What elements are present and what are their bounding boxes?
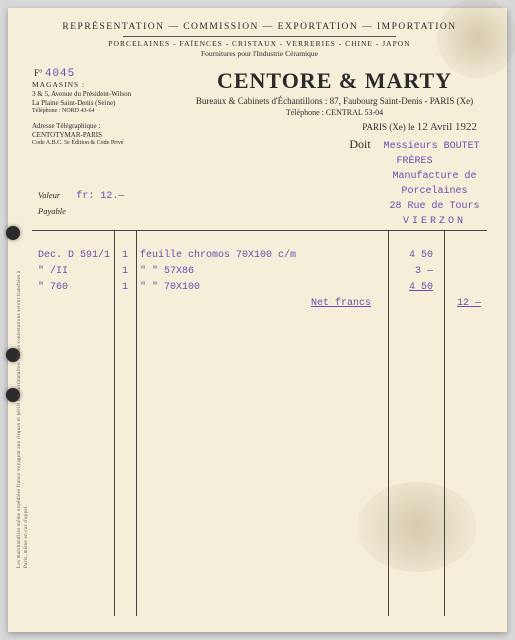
magasins-addr1: 3 & 5, Avenue du Président-Wilson bbox=[32, 90, 182, 99]
folio: F° 4045 bbox=[34, 68, 75, 80]
doit-label: Doit Messieurs BOUTET FRÈRES bbox=[342, 137, 487, 167]
folio-number: 4045 bbox=[45, 68, 75, 80]
company-addr: Bureaux & Cabinets d'Échantillons : 87, … bbox=[182, 96, 487, 106]
client-block: Manufacture de Porcelaines 28 Rue de Tou… bbox=[382, 169, 487, 229]
valeur-value: fr: 12.— bbox=[76, 191, 124, 202]
total-label: Net francs bbox=[311, 298, 371, 309]
stain bbox=[437, 0, 515, 78]
valeur-block: Valeur fr: 12.— Payable bbox=[38, 190, 124, 220]
header-topline: REPRÉSENTATION — COMMISSION — EXPORTATIO… bbox=[32, 22, 487, 32]
cell-qty: 1 bbox=[116, 248, 134, 264]
client-line3: 28 Rue de Tours bbox=[382, 199, 487, 214]
cell-ext bbox=[439, 280, 481, 296]
cell-ref: " 760 bbox=[38, 280, 116, 296]
doit-text: Doit bbox=[349, 137, 370, 151]
cell-ref: Dec. D 591/1 bbox=[38, 248, 116, 264]
magasins-tel: Téléphone : NORD 43-64 bbox=[32, 108, 182, 116]
cell-price: 3 — bbox=[381, 264, 439, 280]
table-row: " 760 1 " " 70X100 4 50 bbox=[38, 280, 481, 296]
right-column: CENTORE & MARTY Bureaux & Cabinets d'Éch… bbox=[182, 66, 487, 229]
cell-desc: " " 57X86 bbox=[134, 264, 381, 280]
client-line1: Messieurs BOUTET FRÈRES bbox=[384, 141, 480, 167]
magasins-title: MAGASINS : bbox=[32, 80, 182, 90]
cell-qty: 1 bbox=[116, 280, 134, 296]
date-prefix: PARIS (Xe) le bbox=[362, 122, 414, 132]
cell-ext bbox=[439, 248, 481, 264]
divider bbox=[123, 36, 396, 37]
cell-ext bbox=[439, 264, 481, 280]
tele-title: Adresse Télégraphique : bbox=[32, 122, 182, 131]
table-row: " /II 1 " " 57X86 3 — bbox=[38, 264, 481, 280]
code-line: Code A.B.C. 5e Édition & Code Privé bbox=[32, 140, 182, 148]
header-subline: PORCELAINES - FAÏENCES - CRISTAUX - VERR… bbox=[32, 39, 487, 48]
magasins-addr2: La Plaine Saint-Denis (Seine) bbox=[32, 99, 182, 108]
table-row: Dec. D 591/1 1 feuille chromos 70X100 c/… bbox=[38, 248, 481, 264]
header-subline2: Fournitures pour l'Industrie Céramique bbox=[32, 49, 487, 58]
valeur-label: Valeur bbox=[38, 190, 60, 200]
cell-ref: " /II bbox=[38, 264, 116, 280]
client-line4: VIERZON bbox=[382, 214, 487, 229]
tele-val: CENTOTYMAR-PARIS bbox=[32, 131, 182, 140]
invoice-paper: REPRÉSENTATION — COMMISSION — EXPORTATIO… bbox=[8, 8, 507, 632]
payable-label: Payable bbox=[38, 206, 124, 216]
cell-desc: " " 70X100 bbox=[134, 280, 381, 296]
cell-desc: feuille chromos 70X100 c/m bbox=[134, 248, 381, 264]
client-line2: Manufacture de Porcelaines bbox=[382, 169, 487, 199]
punch-hole bbox=[6, 226, 20, 240]
typed-rows: Dec. D 591/1 1 feuille chromos 70X100 c/… bbox=[38, 248, 481, 312]
line-items-table: Dec. D 591/1 1 feuille chromos 70X100 c/… bbox=[32, 230, 487, 616]
terms-vertical-text: Les marchandises même expédiées franco v… bbox=[16, 268, 30, 568]
date-line: PARIS (Xe) le 12 Avril 1922 bbox=[182, 121, 487, 133]
table-hline bbox=[32, 230, 487, 231]
table-total-row: Net francs 12 — bbox=[38, 296, 481, 312]
company-name: CENTORE & MARTY bbox=[182, 68, 487, 94]
cell-qty: 1 bbox=[116, 264, 134, 280]
cell-price: 4 50 bbox=[381, 280, 439, 296]
folio-label: F° bbox=[34, 68, 43, 78]
date-value: 12 Avril 1922 bbox=[417, 121, 477, 133]
cell-price: 4 50 bbox=[381, 248, 439, 264]
company-tel: Téléphone : CENTRAL 53-04 bbox=[182, 108, 487, 117]
total-value: 12 — bbox=[439, 296, 481, 312]
